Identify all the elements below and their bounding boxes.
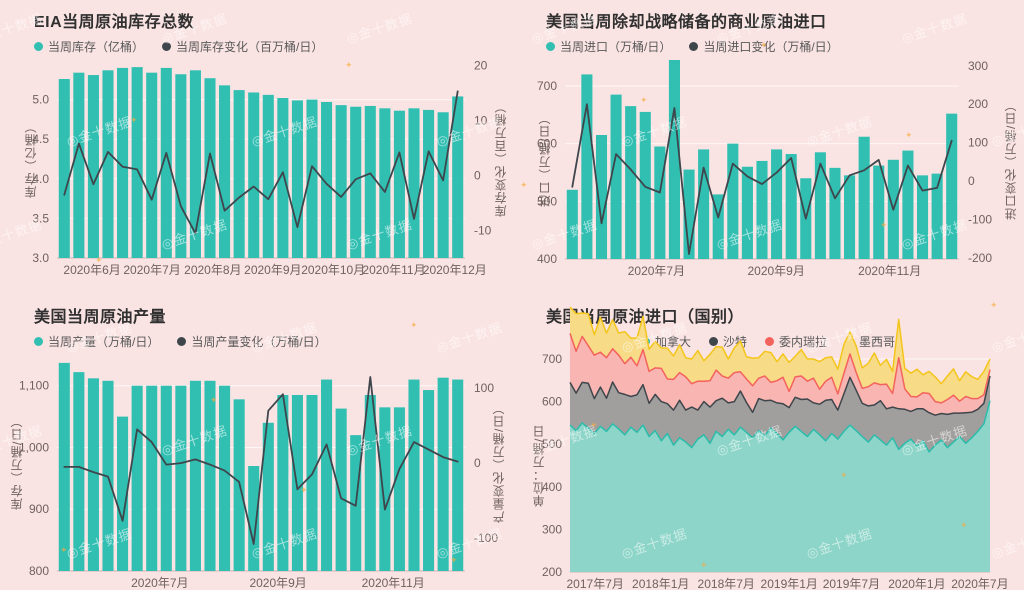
svg-text:2020年9月: 2020年9月 <box>244 263 301 277</box>
legend-item-production[interactable]: 当周产量（万桶/日） <box>34 333 159 350</box>
svg-text:2020年11月: 2020年11月 <box>362 576 425 590</box>
legend-label: 当周产量（万桶/日） <box>48 335 160 349</box>
svg-text:2020年11月: 2020年11月 <box>362 263 425 277</box>
svg-text:2017年7月: 2017年7月 <box>567 577 624 590</box>
svg-text:400: 400 <box>542 480 562 494</box>
svg-text:300: 300 <box>542 522 562 536</box>
chart-title: 美国当周原油进口（国别） <box>546 309 745 326</box>
svg-text:2020年12月: 2020年12月 <box>423 263 487 277</box>
legend-item-imports-change[interactable]: 当周进口变化（万桶/日） <box>689 38 839 55</box>
svg-text:600: 600 <box>537 137 557 151</box>
commercial-imports-chart[interactable]: 400 500 600 700 2020年7月 2020年9月 2020年11月 -200 -1… <box>512 0 1024 295</box>
legend-item-inventory[interactable]: 当周库存（亿桶） <box>34 38 144 55</box>
legend-dot-icon <box>34 42 43 51</box>
chart-title: 美国当周除却战略储备的商业原油进口 <box>546 14 827 31</box>
svg-text:800: 800 <box>29 564 49 578</box>
svg-text:2020年6月: 2020年6月 <box>63 263 120 277</box>
svg-text:4.0: 4.0 <box>32 172 49 186</box>
svg-text:500: 500 <box>542 437 562 451</box>
svg-text:1,000: 1,000 <box>19 440 49 454</box>
svg-text:10: 10 <box>474 114 488 128</box>
legend: 当周产量（万桶/日） 当周产量变化（万桶/日） <box>34 333 327 350</box>
svg-text:-100: -100 <box>968 212 992 226</box>
svg-text:600: 600 <box>542 395 562 409</box>
svg-text:200: 200 <box>968 97 988 111</box>
legend: 当周库存（亿桶） 当周库存变化（百万桶/日） <box>34 38 323 55</box>
legend-label: 加拿大 <box>654 335 691 349</box>
svg-text:3.5: 3.5 <box>32 211 49 225</box>
svg-text:2020年7月: 2020年7月 <box>951 577 1008 590</box>
legend-label: 委内瑞拉 <box>779 335 828 349</box>
legend-dot-icon <box>708 337 718 346</box>
imports-by-country-chart[interactable]: 200 300 400 500 600 700 2017年7月 2018年1月 2018年7月 2… <box>512 295 1024 590</box>
panel-eia-inventory: EIA当周原油库存总数 当周库存（亿桶） 当周库存变化（百万桶/日） 库存（亿桶… <box>0 0 512 295</box>
crude-production-chart[interactable]: 800 900 1,000 1,100 2020年7月 2020年9月 2020年11月 -1… <box>0 295 512 590</box>
svg-text:2019年7月: 2019年7月 <box>823 577 880 590</box>
svg-text:200: 200 <box>542 565 562 579</box>
svg-text:900: 900 <box>29 502 49 516</box>
legend-label: 墨西哥 <box>859 335 896 349</box>
svg-text:0: 0 <box>474 456 481 470</box>
legend: 当周进口（万桶/日） 当周进口变化（万桶/日） <box>546 38 839 55</box>
svg-text:700: 700 <box>542 352 562 366</box>
svg-text:2018年1月: 2018年1月 <box>632 577 689 590</box>
svg-text:700: 700 <box>537 79 557 93</box>
panel-imports-by-country: 美国当周原油进口（国别） 加拿大 沙特 委内瑞拉 墨西哥 单位：万桶/日 200… <box>512 295 1024 590</box>
svg-text:1,100: 1,100 <box>19 379 49 393</box>
legend-label: 当周进口（万桶/日） <box>560 40 672 54</box>
chart-title: 美国当周原油产量 <box>34 309 167 326</box>
legend-dot-icon <box>177 337 187 346</box>
svg-text:100: 100 <box>474 381 494 395</box>
svg-text:2019年1月: 2019年1月 <box>761 577 818 590</box>
legend-dot-icon <box>162 42 172 51</box>
legend-item-production-change[interactable]: 当周产量变化（万桶/日） <box>177 333 327 350</box>
svg-text:300: 300 <box>968 59 988 73</box>
legend-label: 当周产量变化（万桶/日） <box>191 335 327 349</box>
panel-crude-production: 美国当周原油产量 当周产量（万桶/日） 当周产量变化（万桶/日） 库存（万桶/日… <box>0 295 512 590</box>
svg-text:-200: -200 <box>968 251 992 265</box>
svg-text:3.0: 3.0 <box>32 251 49 265</box>
svg-text:500: 500 <box>537 194 557 208</box>
legend-item-imports[interactable]: 当周进口（万桶/日） <box>546 38 671 55</box>
panel-commercial-imports: 美国当周除却战略储备的商业原油进口 当周进口（万桶/日） 当周进口变化（万桶/日… <box>512 0 1024 295</box>
svg-text:2020年9月: 2020年9月 <box>249 576 306 590</box>
legend-dot-icon <box>34 337 43 346</box>
svg-text:400: 400 <box>537 252 557 266</box>
svg-text:2020年9月: 2020年9月 <box>747 264 804 278</box>
svg-text:-10: -10 <box>474 224 492 238</box>
svg-text:-100: -100 <box>474 531 498 545</box>
svg-text:2020年7月: 2020年7月 <box>628 264 685 278</box>
legend-label: 当周库存变化（百万桶/日） <box>176 40 324 54</box>
chart-title: EIA当周原油库存总数 <box>34 14 195 31</box>
svg-text:0: 0 <box>474 169 481 183</box>
legend-label: 当周库存（亿桶） <box>48 40 145 54</box>
svg-text:2020年7月: 2020年7月 <box>123 263 180 277</box>
svg-text:4.5: 4.5 <box>32 132 49 146</box>
svg-text:2020年8月: 2020年8月 <box>184 263 241 277</box>
svg-text:2018年7月: 2018年7月 <box>698 577 755 590</box>
legend-label: 当周进口变化（万桶/日） <box>703 40 839 54</box>
legend-dot-icon <box>765 337 774 346</box>
legend-item-inventory-change[interactable]: 当周库存变化（百万桶/日） <box>162 38 323 55</box>
svg-text:0: 0 <box>968 174 975 188</box>
svg-text:2020年1月: 2020年1月 <box>888 577 945 590</box>
svg-text:100: 100 <box>968 136 988 150</box>
svg-text:20: 20 <box>474 59 488 73</box>
svg-text:2020年7月: 2020年7月 <box>131 576 188 590</box>
legend-dot-icon <box>546 42 555 51</box>
svg-text:2020年11月: 2020年11月 <box>858 264 921 278</box>
svg-text:2020年10月: 2020年10月 <box>301 263 365 277</box>
legend-item-venezuela[interactable]: 委内瑞拉 <box>765 333 827 350</box>
svg-text:5.0: 5.0 <box>32 93 49 107</box>
legend-dot-icon <box>689 42 699 51</box>
